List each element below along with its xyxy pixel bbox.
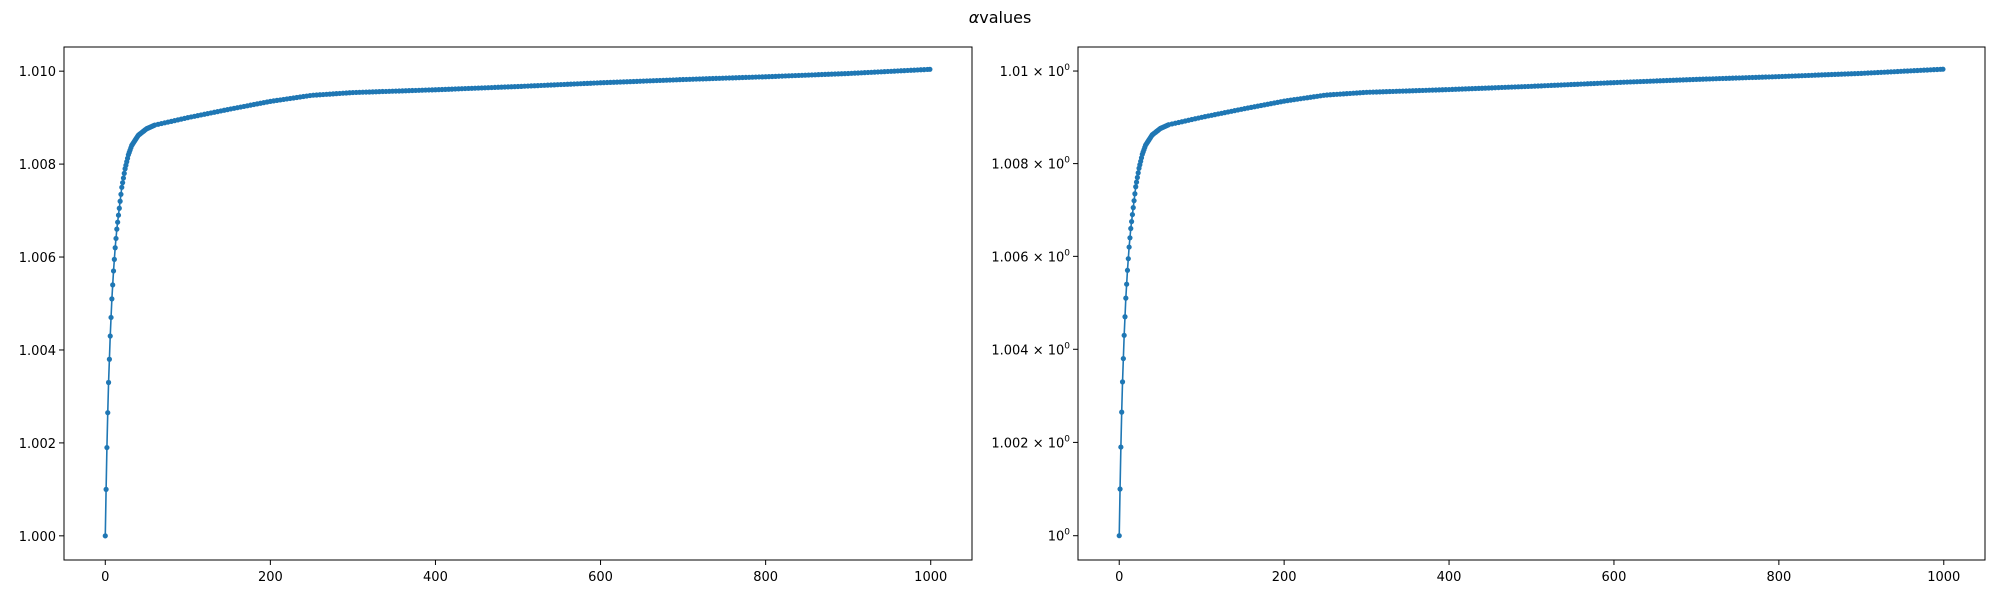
- data-point: [927, 66, 933, 72]
- y-tick-label-base: 1.004 × 10: [991, 343, 1064, 358]
- data-point: [103, 486, 109, 492]
- data-point: [1125, 256, 1131, 262]
- x-tick-label: 800: [1766, 570, 1791, 585]
- series-line: [1118, 68, 1943, 536]
- data-point: [1135, 170, 1141, 176]
- y-tick-label: 1.008: [19, 158, 56, 173]
- data-point: [1116, 533, 1122, 539]
- x-tick-label: 0: [101, 570, 109, 585]
- data-point: [113, 235, 119, 242]
- data-point: [102, 533, 108, 539]
- y-tick-label: 1.010: [19, 65, 56, 80]
- data-point: [115, 219, 121, 225]
- figure-title: αvalues: [0, 8, 2000, 27]
- data-point: [1134, 174, 1140, 181]
- data-point: [109, 296, 115, 302]
- y-tick-label-base: 1.002 × 10: [991, 436, 1064, 451]
- y-tick-label: 1.006 × 100: [991, 248, 1070, 265]
- data-point: [106, 356, 112, 362]
- y-tick-label: 1.004 × 100: [991, 341, 1070, 358]
- y-tick-label: 1.006: [19, 251, 56, 266]
- x-tick-label: 0: [1115, 570, 1123, 585]
- figure-title-text: values: [979, 8, 1032, 27]
- data-point: [105, 410, 111, 416]
- y-tick-label-base: 1.008 × 10: [991, 158, 1064, 173]
- y-tick-label: 1.002 × 100: [991, 434, 1070, 451]
- x-tick-label: 400: [1437, 570, 1462, 585]
- x-tick-label: 200: [1272, 570, 1297, 585]
- data-point: [121, 170, 127, 176]
- axes-frame: [63, 46, 973, 561]
- x-tick-label: 400: [423, 570, 448, 585]
- data-point: [1122, 314, 1128, 320]
- y-tick-label-exponent: 0: [1064, 248, 1070, 258]
- data-point: [115, 212, 122, 218]
- y-tick-label: 1.008 × 100: [991, 156, 1070, 173]
- x-tick-label: 600: [588, 570, 613, 585]
- data-point: [110, 282, 116, 288]
- y-tick-label-exponent: 0: [1064, 528, 1070, 538]
- axes-frame: [1077, 46, 1986, 561]
- data-point: [1133, 184, 1139, 190]
- data-point: [1119, 379, 1126, 385]
- y-tick-label-exponent: 0: [1064, 63, 1070, 73]
- data-point: [1130, 205, 1136, 211]
- linear-scale-panel: 0 200 400 600 800 1000 1.000 1.002 1.004 1.006 1.0…: [19, 46, 973, 585]
- data-point: [1127, 235, 1133, 241]
- data-point: [105, 379, 112, 386]
- y-tick-label-exponent: 0: [1064, 434, 1070, 444]
- data-point: [107, 333, 113, 339]
- y-tick-label-exponent: 0: [1064, 341, 1070, 351]
- y-tick-label-base: 1.01 × 10: [1000, 65, 1065, 80]
- data-point: [111, 256, 117, 262]
- data-point: [1119, 409, 1125, 415]
- data-point: [1940, 66, 1946, 72]
- data-point: [117, 198, 123, 204]
- data-point: [1131, 198, 1137, 204]
- y-tick-label-base: 1.006 × 10: [991, 250, 1064, 265]
- data-point: [110, 268, 117, 274]
- data-point: [116, 205, 122, 211]
- data-point: [120, 180, 126, 186]
- data-point: [1120, 355, 1126, 362]
- data-point: [1126, 244, 1132, 250]
- data-point: [1132, 191, 1138, 197]
- x-tick-label: 800: [753, 570, 778, 585]
- data-point: [118, 191, 124, 197]
- data-point: [1124, 267, 1131, 273]
- x-tick-label: 200: [258, 570, 283, 585]
- data-point: [120, 175, 127, 181]
- figure-title-symbol: α: [968, 8, 980, 27]
- data-point: [1121, 332, 1127, 338]
- y-tick-label: 1.004: [19, 344, 56, 359]
- y-tick-label: 1.01 × 100: [1000, 63, 1071, 80]
- data-point: [108, 314, 114, 321]
- y-tick-label: 100: [1048, 528, 1071, 545]
- data-point: [1129, 211, 1136, 218]
- data-point: [1118, 444, 1124, 450]
- data-point: [1129, 218, 1135, 225]
- y-tick-label: 1.002: [19, 437, 56, 452]
- data-point: [114, 226, 120, 232]
- y-tick-label: 1.000: [19, 530, 56, 545]
- data-point: [112, 245, 118, 251]
- series-line: [104, 68, 930, 536]
- y-tick-label-exponent: 0: [1064, 156, 1070, 166]
- y-tick-label-base: 10: [1048, 530, 1065, 545]
- data-point: [1128, 225, 1134, 232]
- x-tick-label: 1000: [1927, 570, 1960, 585]
- data-point: [1123, 295, 1129, 301]
- data-point: [1133, 179, 1140, 185]
- data-point: [1124, 281, 1130, 287]
- x-tick-label: 600: [1602, 570, 1627, 585]
- data-point: [1117, 486, 1123, 492]
- x-tick-label: 1000: [914, 570, 947, 585]
- data-point: [119, 184, 125, 190]
- data-point: [104, 444, 110, 451]
